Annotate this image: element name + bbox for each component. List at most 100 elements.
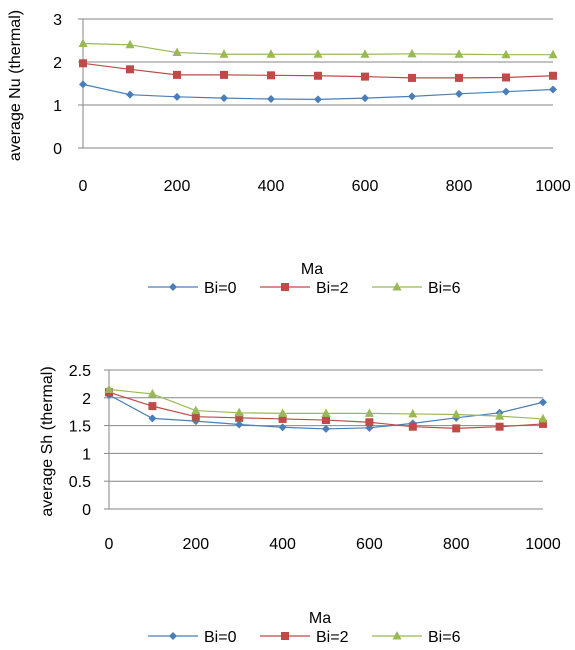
data-point [278, 408, 288, 417]
chart-sh: 0 0.5 1 1.5 2 2.5 0 200 400 600 800 1000 Ma average S… [39, 363, 561, 646]
legend-marker [392, 282, 402, 291]
data-point [191, 412, 200, 421]
data-point [191, 405, 201, 415]
data-point [408, 92, 416, 101]
y-tick-label: 2 [53, 55, 62, 72]
data-point [278, 423, 287, 432]
data-point [539, 419, 547, 428]
x-axis-title: Ma [309, 610, 331, 627]
x-tick-label: 200 [182, 536, 209, 553]
data-point [235, 420, 244, 429]
data-point [360, 49, 370, 58]
data-point [266, 49, 276, 58]
legend-marker [281, 632, 289, 640]
data-point [234, 407, 244, 417]
legend-label: Bi=0 [204, 280, 237, 297]
data-point [125, 39, 135, 49]
data-point [322, 424, 330, 433]
x-tick-label: 800 [443, 536, 470, 553]
legend-label: Bi=6 [428, 629, 461, 645]
data-point [148, 402, 157, 411]
legend-marker [392, 631, 402, 640]
x-tick-label: 1000 [525, 536, 561, 553]
y-tick-label: 1 [53, 98, 62, 115]
legend-marker [281, 283, 289, 291]
data-point [502, 87, 510, 96]
x-axis-title: Ma [301, 261, 323, 278]
data-point [220, 70, 228, 79]
y-axis-title: average Sh (thermal) [39, 366, 56, 516]
data-point [148, 414, 157, 423]
data-point [321, 408, 331, 417]
data-point [501, 49, 511, 59]
data-point [364, 408, 374, 417]
data-point [454, 49, 464, 58]
x-tick-label: 0 [105, 536, 114, 553]
legend-marker [169, 632, 177, 640]
data-point [452, 424, 461, 433]
y-axis-title: average Nu (thermal) [7, 10, 24, 161]
x-tick-label: 400 [258, 178, 285, 195]
data-point [549, 85, 557, 94]
data-point [313, 49, 323, 58]
data-point [267, 71, 275, 80]
data-point [408, 408, 418, 418]
y-tick-label: 0.5 [69, 474, 91, 491]
y-tick-label: 2.5 [69, 363, 91, 380]
data-point [126, 90, 134, 99]
y-tick-label: 0 [53, 141, 62, 158]
x-tick-label: 400 [269, 536, 296, 553]
data-point [220, 94, 228, 103]
data-point [147, 388, 157, 398]
data-point [407, 48, 417, 58]
data-point [548, 49, 558, 59]
data-point [235, 413, 244, 422]
data-point [314, 71, 322, 80]
data-point [219, 49, 229, 58]
legend-label: Bi=2 [316, 629, 349, 645]
y-tick-label: 3 [53, 12, 62, 29]
data-point [539, 398, 547, 407]
data-point [408, 422, 417, 431]
data-point [104, 384, 114, 393]
data-point [365, 418, 374, 427]
y-tick-label: 1 [82, 446, 91, 463]
data-point [495, 411, 505, 420]
data-point [455, 73, 463, 82]
data-point [267, 94, 275, 103]
x-tick-label: 600 [352, 178, 379, 195]
data-point [79, 80, 87, 89]
data-point [451, 409, 461, 418]
data-point [126, 65, 134, 74]
y-tick-label: 2 [82, 391, 91, 408]
y-tick-label: 1.5 [69, 419, 91, 436]
y-tick-label: 0 [82, 502, 91, 519]
x-tick-label: 200 [164, 178, 191, 195]
data-point [408, 73, 416, 82]
x-tick-label: 800 [446, 178, 473, 195]
x-tick-label: 0 [79, 178, 88, 195]
legend-label: Bi=2 [316, 280, 349, 297]
data-point [278, 414, 287, 423]
chart-nu: 0 1 2 3 0 200 400 600 800 1000 Ma average Nu (therm… [7, 10, 571, 297]
legend-label: Bi=6 [428, 280, 461, 297]
data-point [502, 73, 510, 82]
data-point [495, 422, 504, 431]
data-point [549, 71, 557, 80]
data-point [172, 47, 182, 57]
data-point [173, 92, 181, 101]
data-point [173, 70, 181, 79]
legend-marker [169, 283, 177, 291]
x-tick-label: 600 [356, 536, 383, 553]
data-point [79, 59, 87, 68]
data-point [361, 72, 369, 81]
data-point [361, 94, 369, 103]
data-point [78, 38, 88, 48]
legend-label: Bi=0 [204, 629, 237, 645]
data-point [314, 95, 322, 104]
data-point [538, 413, 548, 423]
data-point [322, 416, 330, 425]
data-point [455, 89, 463, 98]
